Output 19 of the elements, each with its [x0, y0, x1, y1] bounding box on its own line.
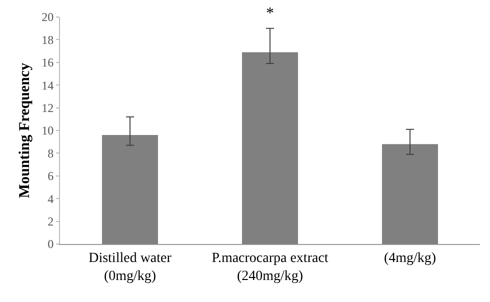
y-tick-label: 4 — [48, 192, 54, 206]
x-tick-label: (4mg/kg) — [384, 250, 436, 266]
x-tick-label: Distilled water (0mg/kg) — [88, 250, 172, 284]
bar — [382, 144, 438, 244]
bar — [242, 52, 298, 244]
y-tick-label: 14 — [42, 78, 54, 92]
y-axis-title: Mounting Frequency — [16, 62, 33, 198]
y-tick-label: 20 — [42, 10, 54, 24]
y-tick-label: 6 — [48, 169, 54, 184]
y-tick-label: 12 — [42, 101, 54, 115]
y-tick-label: 16 — [42, 56, 54, 70]
y-tick-label: 18 — [42, 32, 54, 47]
y-tick-label: 2 — [48, 214, 54, 228]
y-tick-label: 10 — [42, 124, 54, 138]
bar — [102, 135, 158, 244]
y-tick-label: 0 — [48, 237, 54, 252]
x-tick-label: P.macrocarpa extract (240mg/kg) — [212, 250, 328, 284]
y-tick-label: 8 — [48, 146, 54, 160]
annotation: * — [266, 5, 274, 22]
